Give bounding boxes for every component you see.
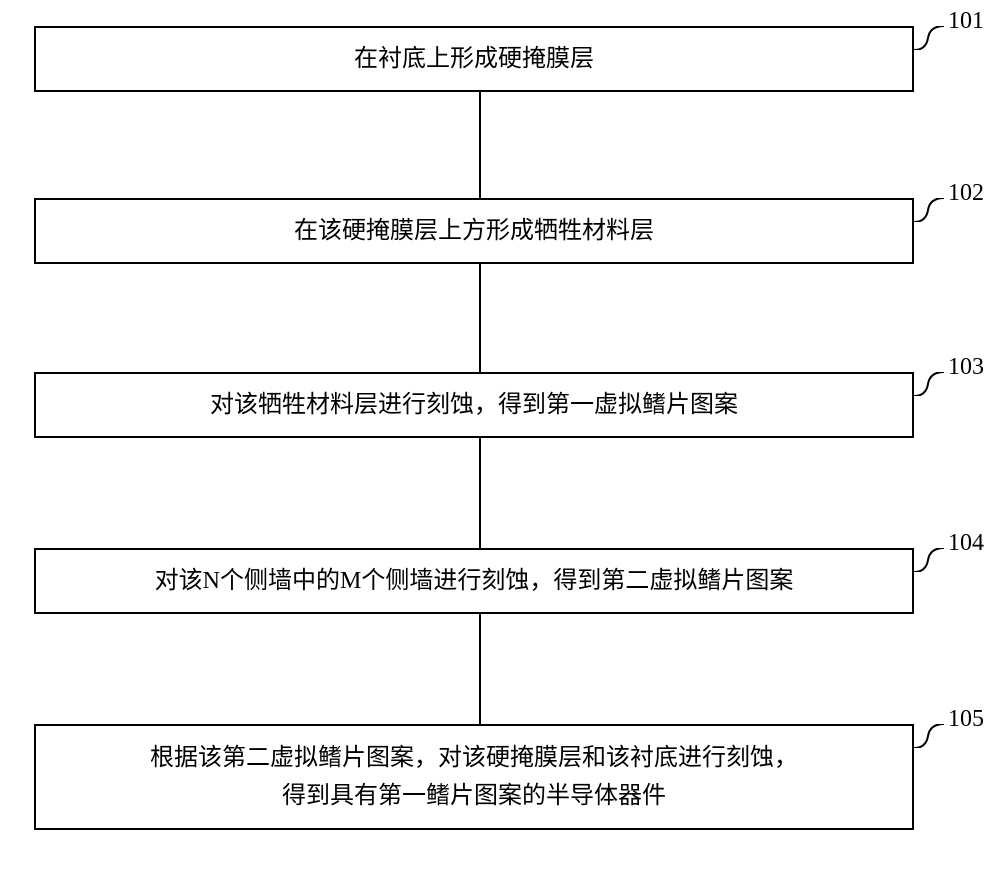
step-box-103: 对该牺牲材料层进行刻蚀，得到第一虚拟鳍片图案 (34, 372, 914, 438)
step-label-103: 103 (948, 354, 984, 381)
connector-4-5 (479, 614, 481, 724)
leader-103 (914, 372, 944, 396)
leader-104 (914, 548, 944, 572)
step-text: 在衬底上形成硬掩膜层 (354, 40, 594, 78)
step-box-101: 在衬底上形成硬掩膜层 (34, 26, 914, 92)
step-text: 对该N个侧墙中的M个侧墙进行刻蚀，得到第二虚拟鳍片图案 (155, 562, 794, 600)
connector-2-3 (479, 264, 481, 372)
leader-101 (914, 26, 944, 50)
step-box-105: 根据该第二虚拟鳍片图案，对该硬掩膜层和该衬底进行刻蚀， 得到具有第一鳍片图案的半… (34, 724, 914, 830)
step-box-102: 在该硬掩膜层上方形成牺牲材料层 (34, 198, 914, 264)
flowchart-canvas: 在衬底上形成硬掩膜层 在该硬掩膜层上方形成牺牲材料层 对该牺牲材料层进行刻蚀，得… (0, 0, 1000, 889)
connector-3-4 (479, 438, 481, 548)
step-label-102: 102 (948, 180, 984, 207)
step-box-104: 对该N个侧墙中的M个侧墙进行刻蚀，得到第二虚拟鳍片图案 (34, 548, 914, 614)
connector-1-2 (479, 92, 481, 198)
step-text: 对该牺牲材料层进行刻蚀，得到第一虚拟鳍片图案 (210, 386, 738, 424)
leader-102 (914, 198, 944, 222)
step-label-104: 104 (948, 530, 984, 557)
step-label-101: 101 (948, 8, 984, 35)
step-text: 在该硬掩膜层上方形成牺牲材料层 (294, 212, 654, 250)
step-label-105: 105 (948, 706, 984, 733)
step-text: 根据该第二虚拟鳍片图案，对该硬掩膜层和该衬底进行刻蚀， 得到具有第一鳍片图案的半… (150, 739, 798, 816)
leader-105 (914, 724, 944, 748)
